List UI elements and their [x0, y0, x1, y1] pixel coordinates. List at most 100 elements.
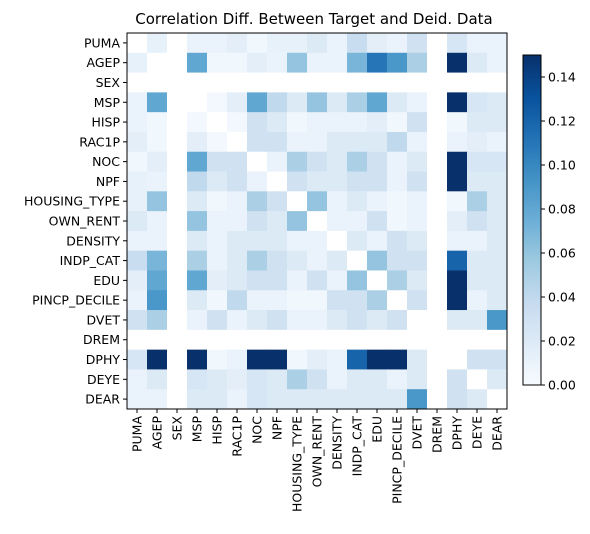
- heatmap-cell: [247, 52, 268, 73]
- heatmap-cell: [167, 191, 188, 212]
- heatmap-cell: [187, 389, 208, 410]
- heatmap-cell: [187, 211, 208, 232]
- heatmap-cell: [387, 250, 408, 271]
- heatmap-cell: [467, 72, 488, 93]
- heatmap-cell: [467, 151, 488, 172]
- heatmap-cell: [127, 92, 148, 113]
- heatmap-cell: [427, 112, 448, 133]
- heatmap-cell: [227, 151, 248, 172]
- heatmap-cell: [167, 349, 188, 370]
- heatmap-cell: [327, 211, 348, 232]
- y-tick-label: PINCP_DECILE: [32, 293, 120, 308]
- heatmap-cell: [447, 72, 468, 93]
- heatmap-cell: [147, 33, 168, 54]
- heatmap-cell: [287, 329, 308, 351]
- heatmap-cell: [467, 389, 488, 410]
- heatmap-cell: [127, 211, 148, 232]
- heatmap-cell: [427, 151, 448, 172]
- heatmap-cell: [287, 72, 308, 93]
- heatmap-cell: [407, 290, 428, 311]
- heatmap-cell: [367, 151, 388, 172]
- heatmap-cell: [467, 349, 488, 370]
- heatmap-cell: [267, 211, 288, 232]
- heatmap-cell: [387, 369, 408, 390]
- heatmap-cell: [287, 171, 308, 192]
- heatmap-cell: [407, 112, 428, 133]
- x-tick-label: NPF: [270, 416, 285, 440]
- heatmap-cell: [427, 92, 448, 113]
- heatmap-cell: [287, 112, 308, 133]
- x-tick-label: PINCP_DECILE: [390, 416, 405, 504]
- heatmap-cell: [367, 191, 388, 212]
- heatmap-cell: [307, 349, 328, 370]
- heatmap-cell: [247, 329, 268, 351]
- heatmap-cell: [187, 171, 208, 192]
- heatmap-cell: [267, 310, 288, 331]
- heatmap-cell: [327, 369, 348, 390]
- heatmap-cell: [387, 191, 408, 212]
- heatmap-cell: [367, 72, 388, 93]
- heatmap-cell: [407, 92, 428, 113]
- heatmap-cell: [167, 329, 188, 351]
- heatmap-cell: [167, 230, 188, 252]
- heatmap-cell: [487, 112, 508, 133]
- heatmap-cell: [227, 349, 248, 370]
- heatmap-cell: [147, 310, 168, 331]
- heatmap-cell: [307, 270, 328, 291]
- heatmap-cell: [387, 151, 408, 172]
- heatmap-cell: [147, 112, 168, 133]
- heatmap-cell: [487, 92, 508, 113]
- y-tick-label: DREM: [83, 332, 120, 347]
- heatmap-cell: [127, 290, 148, 311]
- y-axis-ticks: PUMA AGEP SEX MSP HISP RAC1P NOC NPF HOUSING_TYP…: [24, 35, 127, 407]
- heatmap-cell: [127, 191, 148, 212]
- heatmap-cell: [367, 92, 388, 113]
- chart-title: Correlation Diff. Between Target and Dei…: [135, 10, 492, 28]
- heatmap-cell: [367, 112, 388, 133]
- heatmap-cell: [227, 52, 248, 73]
- heatmap-cell: [167, 211, 188, 232]
- heatmap-cell: [207, 151, 228, 172]
- heatmap-cell: [267, 92, 288, 113]
- heatmap-cell: [287, 349, 308, 370]
- heatmap-cell: [447, 349, 468, 370]
- heatmap-cell: [427, 369, 448, 390]
- heatmap-cell: [287, 92, 308, 113]
- heatmap-cell: [407, 270, 428, 291]
- heatmap-cell: [247, 270, 268, 291]
- colorbar-tick-label: 0.10: [548, 158, 576, 173]
- y-tick-label: INDP_CAT: [60, 253, 121, 268]
- x-axis-ticks: PUMA AGEP SEX MSP HISP RAC1P NOC NPF HOUSING_TYP…: [130, 409, 505, 512]
- heatmap-cell: [367, 52, 388, 73]
- heatmap-cell: [487, 349, 508, 370]
- heatmap-cell: [487, 369, 508, 390]
- heatmap-cell: [207, 349, 228, 370]
- heatmap-cell: [327, 389, 348, 410]
- colorbar-tick-label: 0.06: [548, 246, 576, 261]
- heatmap-cell: [427, 389, 448, 410]
- heatmap-cell: [407, 329, 428, 351]
- heatmap-cell: [327, 310, 348, 331]
- x-tick-label: DENSITY: [330, 416, 345, 470]
- heatmap-cell: [287, 290, 308, 311]
- heatmap-cell: [327, 250, 348, 271]
- heatmap-cell: [307, 290, 328, 311]
- heatmap-cell: [347, 369, 368, 390]
- heatmap-cell: [267, 349, 288, 370]
- heatmap-cell: [447, 250, 468, 271]
- colorbar-tick-label: 0.14: [548, 70, 576, 85]
- heatmap-cell: [367, 171, 388, 192]
- heatmap-cell: [387, 112, 408, 133]
- heatmap-cell: [347, 349, 368, 370]
- heatmap-cell: [127, 250, 148, 271]
- heatmap-cell: [467, 171, 488, 192]
- heatmap-cell: [227, 369, 248, 390]
- heatmap-cell: [367, 329, 388, 351]
- heatmap-cell: [287, 310, 308, 331]
- heatmap-cell: [447, 33, 468, 54]
- heatmap-cell: [427, 270, 448, 291]
- heatmap-cell: [307, 191, 328, 212]
- heatmap-cell: [227, 250, 248, 271]
- heatmap-cell: [307, 211, 328, 232]
